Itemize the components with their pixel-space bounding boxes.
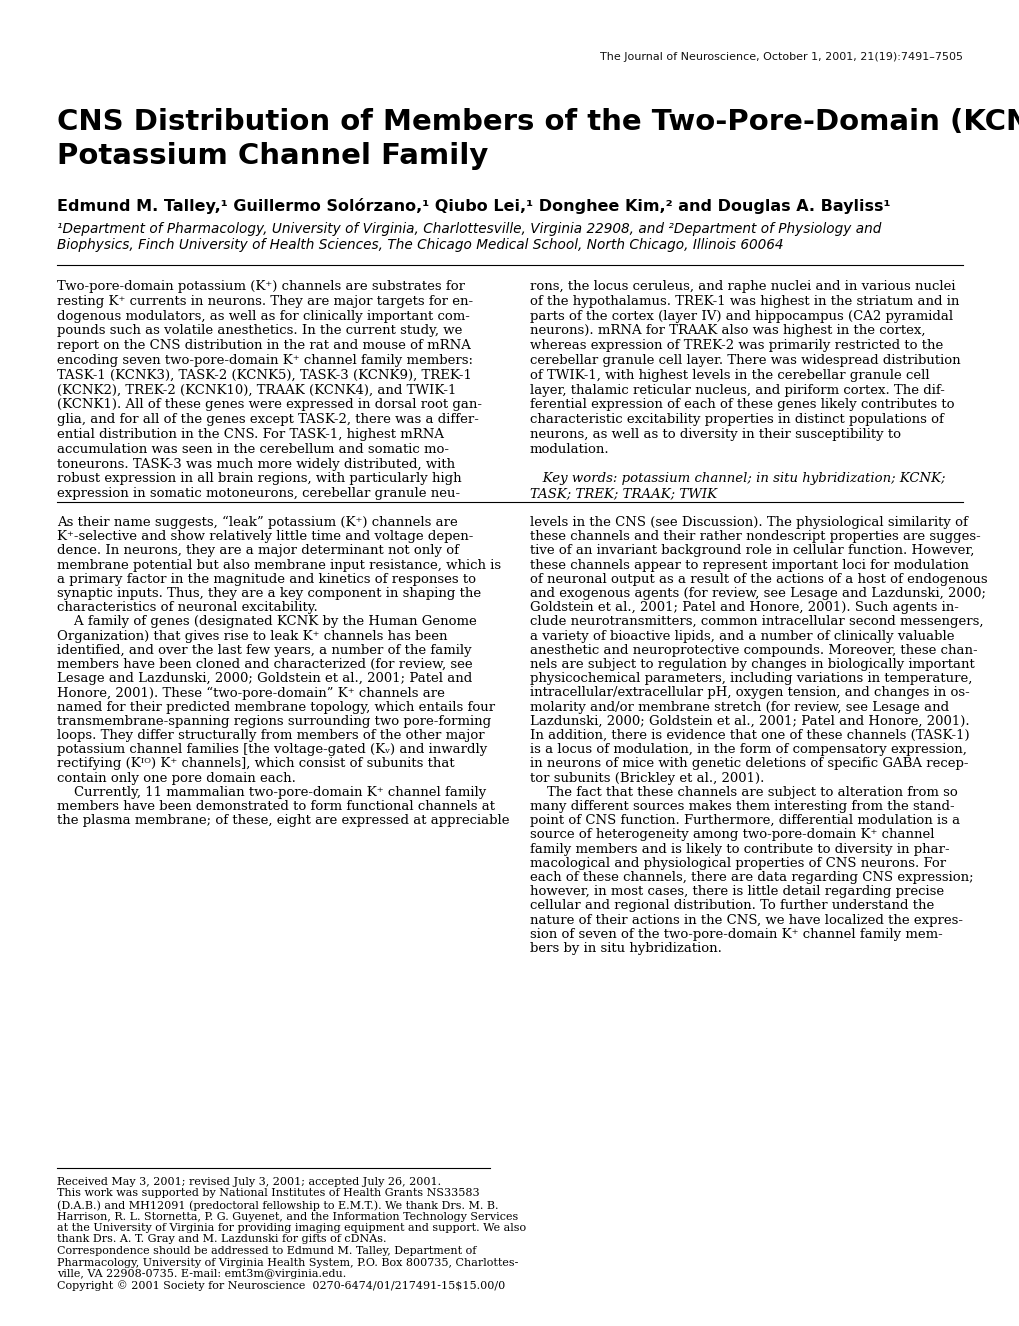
Text: CNS Distribution of Members of the Two-Pore-Domain (KCNK): CNS Distribution of Members of the Two-P… [57, 107, 1019, 137]
Text: neurons, as well as to diversity in their susceptibility to: neurons, as well as to diversity in thei… [530, 428, 900, 442]
Text: Lesage and Lazdunski, 2000; Goldstein et al., 2001; Patel and: Lesage and Lazdunski, 2000; Goldstein et… [57, 672, 472, 686]
Text: Lazdunski, 2000; Goldstein et al., 2001; Patel and Honore, 2001).: Lazdunski, 2000; Goldstein et al., 2001;… [530, 715, 969, 728]
Text: members have been cloned and characterized (for review, see: members have been cloned and characteriz… [57, 658, 472, 671]
Text: levels in the CNS (see Discussion). The physiological similarity of: levels in the CNS (see Discussion). The … [530, 516, 967, 529]
Text: clude neurotransmitters, common intracellular second messengers,: clude neurotransmitters, common intracel… [530, 615, 982, 629]
Text: and exogenous agents (for review, see Lesage and Lazdunski, 2000;: and exogenous agents (for review, see Le… [530, 587, 985, 599]
Text: identified, and over the last few years, a number of the family: identified, and over the last few years,… [57, 644, 471, 656]
Text: TASK-1 (KCNK3), TASK-2 (KCNK5), TASK-3 (KCNK9), TREK-1: TASK-1 (KCNK3), TASK-2 (KCNK5), TASK-3 (… [57, 369, 472, 382]
Text: ville, VA 22908-0735. E-mail: emt3m@virginia.edu.: ville, VA 22908-0735. E-mail: emt3m@virg… [57, 1269, 345, 1280]
Text: characteristic excitability properties in distinct populations of: characteristic excitability properties i… [530, 414, 943, 426]
Text: loops. They differ structurally from members of the other major: loops. They differ structurally from mem… [57, 729, 484, 743]
Text: A family of genes (designated KCNK by the Human Genome: A family of genes (designated KCNK by th… [57, 615, 476, 629]
Text: cerebellar granule cell layer. There was widespread distribution: cerebellar granule cell layer. There was… [530, 354, 960, 367]
Text: (KCNK1). All of these genes were expressed in dorsal root gan-: (KCNK1). All of these genes were express… [57, 398, 482, 411]
Text: report on the CNS distribution in the rat and mouse of mRNA: report on the CNS distribution in the ra… [57, 339, 471, 353]
Text: accumulation was seen in the cerebellum and somatic mo-: accumulation was seen in the cerebellum … [57, 443, 448, 456]
Text: whereas expression of TREK-2 was primarily restricted to the: whereas expression of TREK-2 was primari… [530, 339, 943, 353]
Text: membrane potential but also membrane input resistance, which is: membrane potential but also membrane inp… [57, 558, 500, 572]
Text: The Journal of Neuroscience, October 1, 2001, 21(19):7491–7505: The Journal of Neuroscience, October 1, … [599, 52, 962, 62]
Text: Harrison, R. L. Stornetta, P. G. Guyenet, and the Information Technology Service: Harrison, R. L. Stornetta, P. G. Guyenet… [57, 1212, 518, 1221]
Text: layer, thalamic reticular nucleus, and piriform cortex. The dif-: layer, thalamic reticular nucleus, and p… [530, 383, 944, 396]
Text: transmembrane-spanning regions surrounding two pore-forming: transmembrane-spanning regions surroundi… [57, 715, 490, 728]
Text: at the University of Virginia for providing imaging equipment and support. We al: at the University of Virginia for provid… [57, 1223, 526, 1233]
Text: The fact that these channels are subject to alteration from so: The fact that these channels are subject… [530, 786, 957, 798]
Text: Received May 3, 2001; revised July 3, 2001; accepted July 26, 2001.: Received May 3, 2001; revised July 3, 20… [57, 1177, 440, 1187]
Text: the plasma membrane; of these, eight are expressed at appreciable: the plasma membrane; of these, eight are… [57, 814, 510, 827]
Text: physicochemical parameters, including variations in temperature,: physicochemical parameters, including va… [530, 672, 971, 686]
Text: sion of seven of the two-pore-domain K⁺ channel family mem-: sion of seven of the two-pore-domain K⁺ … [530, 928, 942, 941]
Text: Key words: potassium channel; in situ hybridization; KCNK;: Key words: potassium channel; in situ hy… [530, 472, 945, 485]
Text: each of these channels, there are data regarding CNS expression;: each of these channels, there are data r… [530, 871, 973, 884]
Text: tor subunits (Brickley et al., 2001).: tor subunits (Brickley et al., 2001). [530, 772, 763, 785]
Text: Pharmacology, University of Virginia Health System, P.O. Box 800735, Charlottes-: Pharmacology, University of Virginia Hea… [57, 1257, 518, 1268]
Text: As their name suggests, “leak” potassium (K⁺) channels are: As their name suggests, “leak” potassium… [57, 516, 458, 529]
Text: ferential expression of each of these genes likely contributes to: ferential expression of each of these ge… [530, 398, 954, 411]
Text: (D.A.B.) and MH12091 (predoctoral fellowship to E.M.T.). We thank Drs. M. B.: (D.A.B.) and MH12091 (predoctoral fellow… [57, 1200, 498, 1211]
Text: rons, the locus ceruleus, and raphe nuclei and in various nuclei: rons, the locus ceruleus, and raphe nucl… [530, 280, 955, 293]
Text: characteristics of neuronal excitability.: characteristics of neuronal excitability… [57, 601, 318, 614]
Text: Biophysics, Finch University of Health Sciences, The Chicago Medical School, Nor: Biophysics, Finch University of Health S… [57, 237, 783, 252]
Text: expression in somatic motoneurons, cerebellar granule neu-: expression in somatic motoneurons, cereb… [57, 487, 460, 500]
Text: named for their predicted membrane topology, which entails four: named for their predicted membrane topol… [57, 700, 494, 713]
Text: ential distribution in the CNS. For TASK-1, highest mRNA: ential distribution in the CNS. For TASK… [57, 428, 443, 442]
Text: resting K⁺ currents in neurons. They are major targets for en-: resting K⁺ currents in neurons. They are… [57, 294, 473, 308]
Text: In addition, there is evidence that one of these channels (TASK-1): In addition, there is evidence that one … [530, 729, 969, 743]
Text: however, in most cases, there is little detail regarding precise: however, in most cases, there is little … [530, 886, 944, 898]
Text: family members and is likely to contribute to diversity in phar-: family members and is likely to contribu… [530, 842, 949, 855]
Text: TASK; TREK; TRAAK; TWIK: TASK; TREK; TRAAK; TWIK [530, 487, 716, 500]
Text: dogenous modulators, as well as for clinically important com-: dogenous modulators, as well as for clin… [57, 309, 470, 322]
Text: Edmund M. Talley,¹ Guillermo Solórzano,¹ Qiubo Lei,¹ Donghee Kim,² and Douglas A: Edmund M. Talley,¹ Guillermo Solórzano,¹… [57, 198, 890, 213]
Text: tive of an invariant background role in cellular function. However,: tive of an invariant background role in … [530, 545, 973, 557]
Text: neurons). mRNA for TRAAK also was highest in the cortex,: neurons). mRNA for TRAAK also was highes… [530, 325, 924, 337]
Text: bers by in situ hybridization.: bers by in situ hybridization. [530, 941, 721, 955]
Text: synaptic inputs. Thus, they are a key component in shaping the: synaptic inputs. Thus, they are a key co… [57, 587, 481, 599]
Text: in neurons of mice with genetic deletions of specific GABA recep-: in neurons of mice with genetic deletion… [530, 757, 968, 770]
Text: of the hypothalamus. TREK-1 was highest in the striatum and in: of the hypothalamus. TREK-1 was highest … [530, 294, 959, 308]
Text: nels are subject to regulation by changes in biologically important: nels are subject to regulation by change… [530, 658, 974, 671]
Text: dence. In neurons, they are a major determinant not only of: dence. In neurons, they are a major dete… [57, 545, 459, 557]
Text: Two-pore-domain potassium (K⁺) channels are substrates for: Two-pore-domain potassium (K⁺) channels … [57, 280, 465, 293]
Text: source of heterogeneity among two-pore-domain K⁺ channel: source of heterogeneity among two-pore-d… [530, 829, 933, 842]
Text: pounds such as volatile anesthetics. In the current study, we: pounds such as volatile anesthetics. In … [57, 325, 462, 337]
Text: K⁺-selective and show relatively little time and voltage depen-: K⁺-selective and show relatively little … [57, 530, 473, 544]
Text: many different sources makes them interesting from the stand-: many different sources makes them intere… [530, 800, 954, 813]
Text: of neuronal output as a result of the actions of a host of endogenous: of neuronal output as a result of the ac… [530, 573, 986, 586]
Text: glia, and for all of the genes except TASK-2, there was a differ-: glia, and for all of the genes except TA… [57, 414, 478, 426]
Text: This work was supported by National Institutes of Health Grants NS33583: This work was supported by National Inst… [57, 1188, 479, 1199]
Text: these channels and their rather nondescript properties are sugges-: these channels and their rather nondescr… [530, 530, 980, 544]
Text: members have been demonstrated to form functional channels at: members have been demonstrated to form f… [57, 800, 494, 813]
Text: Currently, 11 mammalian two-pore-domain K⁺ channel family: Currently, 11 mammalian two-pore-domain … [57, 786, 486, 798]
Text: intracellular/extracellular pH, oxygen tension, and changes in os-: intracellular/extracellular pH, oxygen t… [530, 687, 969, 699]
Text: macological and physiological properties of CNS neurons. For: macological and physiological properties… [530, 857, 946, 870]
Text: anesthetic and neuroprotective compounds. Moreover, these chan-: anesthetic and neuroprotective compounds… [530, 644, 976, 656]
Text: a variety of bioactive lipids, and a number of clinically valuable: a variety of bioactive lipids, and a num… [530, 630, 954, 643]
Text: (KCNK2), TREK-2 (KCNK10), TRAAK (KCNK4), and TWIK-1: (KCNK2), TREK-2 (KCNK10), TRAAK (KCNK4),… [57, 383, 455, 396]
Text: contain only one pore domain each.: contain only one pore domain each. [57, 772, 296, 785]
Text: parts of the cortex (layer IV) and hippocampus (CA2 pyramidal: parts of the cortex (layer IV) and hippo… [530, 309, 952, 322]
Text: point of CNS function. Furthermore, differential modulation is a: point of CNS function. Furthermore, diff… [530, 814, 959, 827]
Text: Copyright © 2001 Society for Neuroscience  0270-6474/01/217491-15$15.00/0: Copyright © 2001 Society for Neuroscienc… [57, 1281, 504, 1292]
Text: cellular and regional distribution. To further understand the: cellular and regional distribution. To f… [530, 899, 933, 912]
Text: thank Drs. A. T. Gray and M. Lazdunski for gifts of cDNAs.: thank Drs. A. T. Gray and M. Lazdunski f… [57, 1235, 386, 1245]
Text: Potassium Channel Family: Potassium Channel Family [57, 142, 488, 170]
Text: modulation.: modulation. [530, 443, 609, 456]
Text: nature of their actions in the CNS, we have localized the expres-: nature of their actions in the CNS, we h… [530, 914, 962, 927]
Text: these channels appear to represent important loci for modulation: these channels appear to represent impor… [530, 558, 968, 572]
Text: Correspondence should be addressed to Edmund M. Talley, Department of: Correspondence should be addressed to Ed… [57, 1246, 476, 1256]
Text: encoding seven two-pore-domain K⁺ channel family members:: encoding seven two-pore-domain K⁺ channe… [57, 354, 473, 367]
Text: a primary factor in the magnitude and kinetics of responses to: a primary factor in the magnitude and ki… [57, 573, 476, 586]
Text: rectifying (Kᴵᴼ) K⁺ channels], which consist of subunits that: rectifying (Kᴵᴼ) K⁺ channels], which con… [57, 757, 454, 770]
Text: Honore, 2001). These “two-pore-domain” K⁺ channels are: Honore, 2001). These “two-pore-domain” K… [57, 687, 444, 700]
Text: molarity and/or membrane stretch (for review, see Lesage and: molarity and/or membrane stretch (for re… [530, 700, 949, 713]
Text: ¹Department of Pharmacology, University of Virginia, Charlottesville, Virginia 2: ¹Department of Pharmacology, University … [57, 221, 880, 236]
Text: Goldstein et al., 2001; Patel and Honore, 2001). Such agents in-: Goldstein et al., 2001; Patel and Honore… [530, 601, 958, 614]
Text: robust expression in all brain regions, with particularly high: robust expression in all brain regions, … [57, 472, 462, 485]
Text: toneurons. TASK-3 was much more widely distributed, with: toneurons. TASK-3 was much more widely d… [57, 457, 454, 471]
Text: of TWIK-1, with highest levels in the cerebellar granule cell: of TWIK-1, with highest levels in the ce… [530, 369, 928, 382]
Text: Organization) that gives rise to leak K⁺ channels has been: Organization) that gives rise to leak K⁺… [57, 630, 447, 643]
Text: is a locus of modulation, in the form of compensatory expression,: is a locus of modulation, in the form of… [530, 743, 966, 756]
Text: potassium channel families [the voltage-gated (Kᵥ) and inwardly: potassium channel families [the voltage-… [57, 743, 487, 756]
